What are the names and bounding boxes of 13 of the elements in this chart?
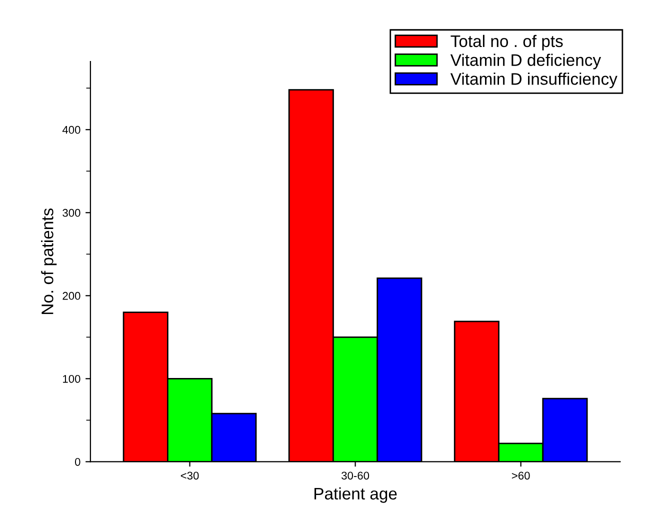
x-tick-label: >60 [512,472,530,480]
y-tick-label: 200 [62,292,80,300]
x-tick-label: 30-60 [342,472,370,480]
x-axis-title: Patient age [314,487,397,503]
legend-label: Vitamin D deficiency [450,54,602,70]
legend-label: Vitamin D insufficiency [450,72,618,88]
y-tick-label: 0 [74,458,80,466]
y-tick-label: 100 [63,374,80,383]
x-tick-label: <30 [180,472,199,480]
y-tick-label: 300 [62,208,80,217]
y-tick-label: 400 [62,126,80,134]
y-axis-title: No. of patients [41,208,57,314]
legend-label: Total no . of pts [450,34,563,50]
